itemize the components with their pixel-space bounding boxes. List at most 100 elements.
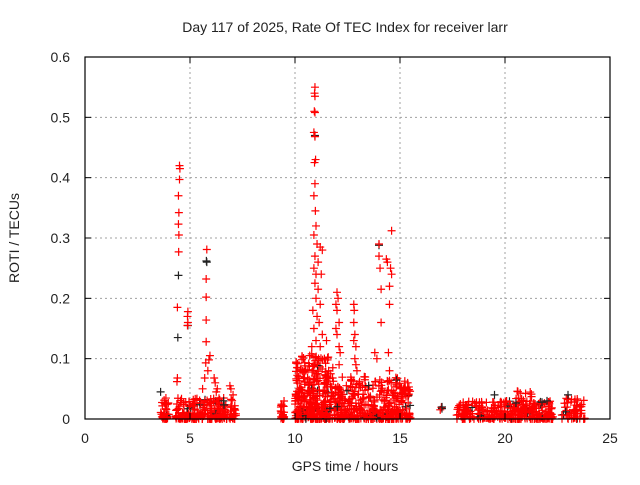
data-point-red: [376, 264, 385, 273]
baseline-point: [515, 397, 524, 406]
data-point-red: [204, 355, 213, 364]
baseline-point: [566, 398, 575, 407]
baseline-point: [570, 413, 579, 422]
data-point-red: [310, 252, 319, 261]
baseline-point: [489, 398, 498, 407]
data-point-red: [174, 208, 183, 217]
baseline-point: [496, 410, 505, 419]
baseline-point: [305, 375, 314, 384]
baseline-point: [506, 404, 515, 413]
baseline-point: [454, 410, 463, 419]
baseline-point: [519, 396, 528, 405]
baseline-point: [310, 353, 319, 362]
baseline-point: [329, 377, 338, 386]
baseline-point: [513, 387, 522, 396]
baseline-point: [385, 376, 394, 385]
baseline-point: [277, 407, 286, 416]
baseline-point: [299, 353, 308, 362]
baseline-point: [544, 407, 553, 416]
baseline-point: [511, 398, 520, 407]
baseline-point: [316, 409, 325, 418]
data-point-red: [377, 318, 386, 327]
data-point-red: [333, 330, 341, 339]
data-point-red: [351, 342, 360, 351]
baseline-point: [227, 395, 236, 404]
baseline-point: [482, 398, 491, 407]
baseline-point: [185, 402, 194, 411]
data-point-red: [310, 132, 319, 141]
data-point-red: [310, 92, 319, 101]
baseline-point: [341, 407, 350, 416]
baseline-point: [353, 410, 362, 419]
data-point-red: [322, 336, 331, 345]
baseline-point: [192, 395, 201, 404]
data-point-red: [349, 318, 358, 327]
data-point-red: [212, 387, 221, 396]
baseline-point: [310, 375, 319, 384]
baseline-point: [402, 404, 411, 413]
baseline-point: [162, 413, 171, 422]
baseline-point: [300, 358, 309, 367]
data-point-red: [175, 175, 184, 184]
data-point-red: [310, 179, 319, 188]
baseline-point: [296, 365, 305, 374]
data-point-red: [351, 360, 360, 369]
baseline-point: [338, 373, 347, 382]
baseline-point: [177, 394, 186, 403]
baseline-point: [534, 409, 543, 418]
data-point-red: [352, 366, 361, 375]
baseline-point: [389, 388, 398, 397]
baseline-point: [328, 413, 337, 422]
baseline-point: [364, 381, 373, 390]
baseline-point: [161, 399, 170, 408]
data-point-black: [543, 396, 551, 405]
data-point-red: [316, 342, 325, 351]
data-point-red: [387, 226, 396, 235]
data-point-red: [174, 191, 183, 200]
data-point-red: [326, 369, 335, 378]
baseline-point: [228, 396, 237, 405]
baseline-point: [324, 414, 333, 423]
data-point-red: [310, 158, 319, 167]
data-point-red: [309, 191, 318, 200]
data-point-red: [202, 245, 211, 254]
baseline-point: [507, 409, 516, 418]
data-point-red: [385, 366, 394, 375]
baseline-point: [160, 396, 169, 405]
baseline-point: [321, 372, 330, 381]
baseline-point: [395, 400, 404, 409]
baseline-point: [562, 394, 571, 403]
data-point-red: [336, 348, 345, 357]
baseline-point: [384, 377, 393, 386]
baseline-point: [388, 405, 397, 414]
y-tick-label: 0.3: [51, 230, 71, 246]
baseline-point: [312, 352, 321, 361]
baseline-point: [363, 409, 372, 418]
data-point-red: [350, 306, 359, 315]
baseline-point: [303, 365, 312, 374]
baseline-point: [293, 359, 302, 368]
data-point-red: [308, 306, 317, 315]
baseline-point: [370, 397, 379, 406]
baseline-point: [354, 399, 363, 408]
data-point-red: [360, 372, 369, 381]
x-tick-label: 15: [392, 430, 408, 446]
baseline-point: [307, 400, 316, 409]
baseline-point: [537, 398, 546, 407]
baseline-point: [303, 408, 312, 417]
baseline-point: [291, 367, 300, 376]
baseline-point: [196, 398, 205, 407]
data-point-red: [305, 351, 314, 360]
data-point-black: [202, 258, 211, 267]
baseline-point: [474, 406, 483, 415]
baseline-point: [321, 396, 330, 405]
baseline-point: [358, 395, 367, 404]
baseline-point: [576, 401, 585, 410]
baseline-point: [374, 381, 383, 390]
baseline-point: [461, 406, 470, 415]
data-point-red: [173, 303, 182, 312]
baseline-point: [400, 377, 409, 386]
data-point-red: [335, 318, 344, 327]
data-point-red: [307, 342, 316, 351]
baseline-point: [342, 381, 351, 390]
